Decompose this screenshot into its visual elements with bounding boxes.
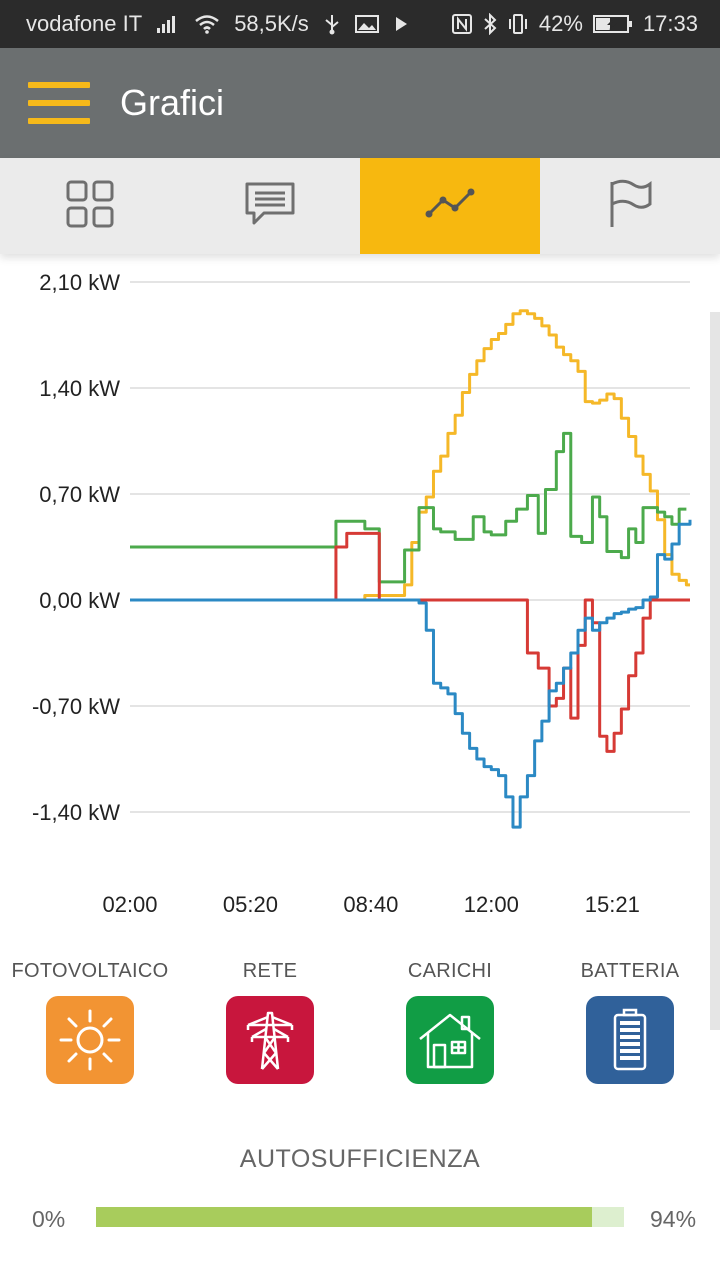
flag-icon [606,179,654,234]
autosufficiency-bar-fill [96,1207,593,1227]
legend-fotovoltaico[interactable]: FOTOVOLTAICO [0,956,180,1084]
menu-button[interactable] [28,82,90,124]
battery-percent: 42% [538,11,583,36]
tab-charts[interactable] [360,158,540,254]
series-fotovoltaico [130,309,690,602]
x-tick-label: 02:00 [102,892,157,917]
line-chart-icon [424,186,476,227]
y-tick-label: -0,70 kW [32,694,120,719]
house-icon [406,996,494,1084]
page-title: Grafici [120,82,225,123]
chat-icon [244,181,296,232]
network-speed: 58,5K/s [234,11,309,36]
carrier-label: vodafone IT [26,11,143,36]
nfc-icon [451,13,473,35]
legend-label-rete: RETE [242,960,298,982]
clock: 17:33 [642,11,698,36]
menu-icon-bar-3 [28,118,90,124]
wifi-icon [194,14,220,34]
series-batteria [130,519,692,829]
vibrate-icon [507,13,529,35]
x-tick-label: 05:20 [223,892,278,917]
legend-label-fotovoltaico: FOTOVOLTAICO [11,960,169,982]
status-bar: vodafone IT 58,5K/s 42% 17:33 [0,0,720,48]
app-bar: Grafici [0,48,720,158]
tab-alarms[interactable] [540,158,720,254]
power-pylon-icon [226,996,314,1084]
x-tick-label: 12:00 [464,892,519,917]
x-tick-label: 08:40 [343,892,398,917]
series-carichi [130,431,687,584]
x-tick-label: 15:21 [585,892,640,917]
series-rete [130,531,690,753]
tab-messages[interactable] [180,158,360,254]
y-tick-label: -1,40 kW [32,800,120,825]
legend-carichi[interactable]: CARICHI [360,956,540,1084]
legend-batteria[interactable]: BATTERIA [540,956,720,1084]
bluetooth-icon [483,13,497,35]
battery-icon [586,996,674,1084]
gallery-icon [354,14,379,34]
legend-label-carichi: CARICHI [407,960,493,982]
usb-icon [323,13,341,35]
power-chart-svg: 2,10 kW 1,40 kW 0,70 kW 0,00 kW -0,70 kW -1,4… [32,270,692,917]
tab-bar [0,158,720,254]
legend-rete[interactable]: RETE [180,956,360,1084]
status-battery-icon [592,14,633,34]
sun-icon [46,996,134,1084]
y-tick-label: 2,10 kW [39,270,120,295]
autosufficiency-bar [96,1207,624,1227]
autosufficiency-min-label: 0% [32,1206,66,1232]
scrollbar[interactable] [710,312,720,1030]
y-tick-label: 0,00 kW [39,588,120,613]
menu-icon-bar-2 [28,100,90,106]
power-chart: 2,10 kW 1,40 kW 0,70 kW 0,00 kW -0,70 kW -1,4… [0,254,720,934]
autosufficiency-title: AUTOSUFFICIENZA [239,1145,481,1173]
tab-dashboard[interactable] [0,158,180,254]
legend-label-batteria: BATTERIA [580,960,680,982]
y-tick-label: 0,70 kW [39,482,120,507]
autosufficiency-max-label: 94% [650,1206,697,1232]
y-tick-label: 1,40 kW [39,376,120,401]
grid-icon [65,179,115,234]
menu-icon-bar-1 [28,82,90,88]
signal-icon [156,14,180,34]
legend: FOTOVOLTAICO RETE [0,956,720,1096]
play-icon [393,15,409,33]
